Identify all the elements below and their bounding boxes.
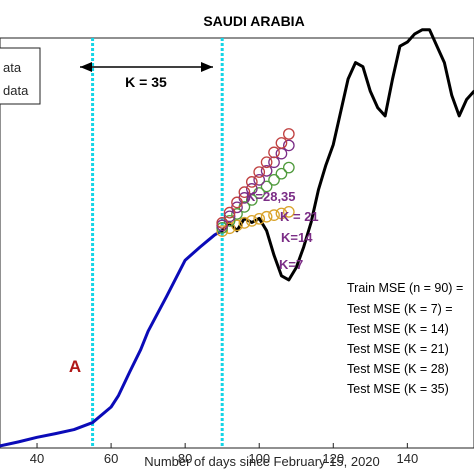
forecast-point-3-6 xyxy=(253,174,266,186)
x-tick-label-80: 80 xyxy=(178,451,192,466)
forecast-point-1-7 xyxy=(260,210,273,223)
forecast-point-3-7 xyxy=(260,164,273,177)
forecast-point-4-7 xyxy=(260,156,273,169)
forecast-label-k7: K=7 xyxy=(279,257,303,272)
forecast-point-2-10 xyxy=(282,161,295,174)
window-label: K = 35 xyxy=(125,74,167,90)
forecast-point-2-7 xyxy=(260,180,273,193)
plot-frame xyxy=(0,37,474,449)
forecast-point-4-3 xyxy=(231,196,243,209)
forecast-point-2-9 xyxy=(275,167,288,180)
mse-label-k21: Test MSE (K = 21) xyxy=(347,342,449,356)
forecast-point-4-8 xyxy=(268,146,280,159)
forecast-point-2-8 xyxy=(268,174,280,186)
forecast-point-1-8 xyxy=(268,209,280,221)
forecast-point-3-10 xyxy=(282,139,295,152)
forecast-label-k21: K = 21 xyxy=(280,209,319,224)
mse-label-k28: Test MSE (K = 28) xyxy=(347,362,449,376)
mse-label-train: Train MSE (n = 90) = xyxy=(347,281,463,295)
forecast-point-4-6 xyxy=(253,166,266,178)
series-line-1 xyxy=(0,229,224,448)
forecast-point-2-5 xyxy=(245,194,258,206)
x-ticks: 40 60 80 100 120 140 xyxy=(30,443,418,466)
x-axis-label: Number of days since February 15, 2020 xyxy=(144,454,380,469)
vertical-lines xyxy=(91,38,224,448)
x-tick-label-120: 120 xyxy=(322,451,344,466)
forecast-point-3-5 xyxy=(245,183,258,195)
forecast-point-4-9 xyxy=(275,137,288,149)
window-arrow-head-left xyxy=(80,62,92,72)
forecast-point-1-6 xyxy=(253,212,266,225)
forecast-point-4-4 xyxy=(238,186,251,199)
legend-box xyxy=(0,47,41,105)
forecast-point-3-2 xyxy=(223,210,236,223)
forecast-point-1-1 xyxy=(216,225,229,237)
window-arrow: K = 35 xyxy=(80,62,213,90)
x-tick-label-60: 60 xyxy=(104,451,118,466)
forecast-point-4-2 xyxy=(223,206,236,219)
mse-label-k7: Test MSE (K = 7) = xyxy=(347,302,453,316)
forecast-point-3-9 xyxy=(275,147,288,160)
forecast-label-k14: K=14 xyxy=(281,230,313,245)
forecast-point-1-5 xyxy=(245,215,258,227)
x-tick-label-40: 40 xyxy=(30,451,44,466)
forecast-point-2-3 xyxy=(231,208,243,220)
legend: ata data xyxy=(0,47,41,105)
legend-entry-2: data xyxy=(3,83,29,98)
mse-labels: Train MSE (n = 90) = Test MSE (K = 7) = … xyxy=(347,281,463,396)
forecast-point-4-10 xyxy=(282,128,295,140)
forecast-point-4-1 xyxy=(216,217,229,229)
mse-label-k14: Test MSE (K = 14) xyxy=(347,322,449,336)
series-lines xyxy=(0,28,474,448)
forecast-label-k28-35: K=28,35 xyxy=(246,189,296,204)
series-line-2 xyxy=(220,28,474,282)
forecast-point-1-4 xyxy=(238,217,251,229)
forecast-point-1-9 xyxy=(275,207,288,220)
x-tick-label-100: 100 xyxy=(248,451,270,466)
chart-title: SAUDI ARABIA xyxy=(203,13,304,29)
x-tick-label-140: 140 xyxy=(396,451,418,466)
forecast-point-1-10 xyxy=(282,205,295,218)
forecast-point-4-5 xyxy=(245,176,258,188)
window-arrow-head-right xyxy=(201,62,213,72)
legend-entry-1: ata xyxy=(3,60,22,75)
forecast-markers xyxy=(216,128,295,237)
marker-letter: A xyxy=(69,357,81,376)
mse-label-k35: Test MSE (K = 35) xyxy=(347,382,449,396)
